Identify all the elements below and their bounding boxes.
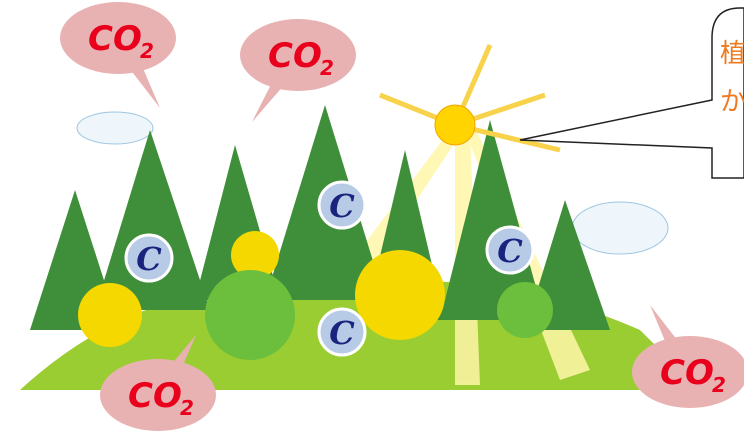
co2-subscript: 2 [180,396,194,420]
co2-subscript: 2 [712,373,726,397]
co2-label: CO [660,353,714,393]
callout-text: か [720,87,744,117]
callout-text: 植 [720,39,744,69]
co2-subscript: 2 [140,39,154,63]
carbon-label: C [497,232,523,270]
co2-bubble: CO2 [240,19,356,122]
co2-label: CO [88,19,142,59]
callout-box [520,8,744,178]
co2-label: CO [128,376,182,416]
co2-label: CO [268,36,322,76]
illustration: 植 か CO2CO2CO2CO2 CCCC [0,0,744,434]
carbon-label: C [136,240,162,278]
carbon-label: C [329,187,355,225]
sun [380,45,560,150]
co2-bubble: CO2 [60,2,176,108]
co2-subscript: 2 [320,56,334,80]
co2-bubble: CO2 [632,305,744,408]
carbon-label: C [329,314,355,352]
